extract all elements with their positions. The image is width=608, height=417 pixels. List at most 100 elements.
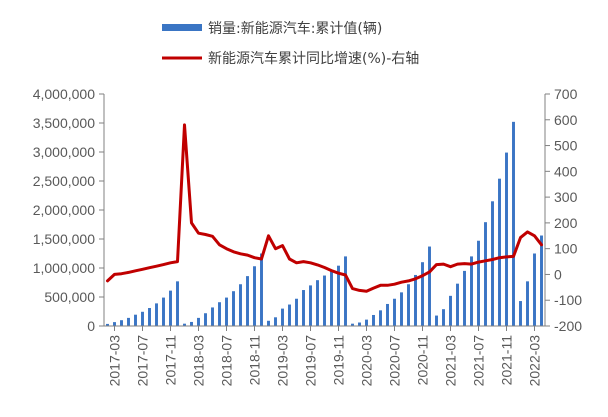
bar: [414, 274, 417, 326]
bar: [421, 262, 424, 326]
x-tick-label: 2017-07: [135, 335, 151, 387]
bar: [176, 281, 179, 326]
bar: [141, 311, 144, 326]
legend: 销量:新能源汽车:累计值(辆) 新能源汽车累计同比增速(%)-右轴: [162, 20, 419, 67]
x-tick-label: 2019-07: [303, 335, 319, 387]
right-y-axis: -200 -100 0 100 200 300 400 500 600 700: [544, 86, 582, 334]
bar: [127, 317, 130, 326]
bar: [148, 308, 151, 326]
bar: [456, 283, 459, 326]
right-tick-label: 100: [554, 241, 578, 257]
x-tick-label: 2019-11: [331, 335, 347, 386]
x-tick-label: 2021-07: [471, 335, 487, 387]
left-tick-label: 1,000,000: [33, 260, 95, 276]
x-tick-label: 2019-03: [275, 335, 291, 387]
left-y-axis: 0 500,000 1,000,000 1,500,000 2,000,000 2,500…: [33, 86, 105, 334]
bar: [526, 281, 529, 326]
bar: [330, 270, 333, 326]
bar: [211, 307, 214, 326]
bar: [316, 280, 319, 326]
bar: [358, 322, 361, 326]
legend-bar-label: 销量:新能源汽车:累计值(辆): [208, 20, 382, 37]
bar: [197, 317, 200, 326]
x-tick-label: 2021-11: [499, 335, 515, 386]
bar: [323, 275, 326, 326]
bar: [134, 314, 137, 326]
bar: [463, 270, 466, 326]
left-tick-label: 500,000: [44, 289, 95, 305]
bar: [449, 295, 452, 326]
bar: [274, 317, 277, 326]
x-tick-label: 2020-07: [387, 335, 403, 387]
bar: [477, 240, 480, 326]
right-tick-label: 400: [554, 163, 578, 179]
bar: [267, 320, 270, 326]
right-tick-label: 0: [554, 266, 562, 282]
right-tick-label: 600: [554, 112, 578, 128]
bar: [106, 323, 109, 326]
bar: [281, 308, 284, 326]
bar: [540, 235, 543, 326]
x-tick-label: 2018-03: [191, 335, 207, 387]
left-tick-label: 0: [87, 318, 95, 334]
x-tick-label: 2017-03: [107, 335, 123, 387]
right-tick-label: 700: [554, 86, 578, 102]
growth-line: [106, 123, 543, 293]
bar: [351, 323, 354, 326]
x-tick-label: 2021-03: [443, 335, 459, 387]
left-tick-label: 1,500,000: [33, 231, 95, 247]
bar: [428, 246, 431, 326]
x-tick-label: 2022-03: [527, 335, 543, 387]
line-series: [106, 123, 543, 293]
bar: [239, 284, 242, 326]
bar: [302, 290, 305, 326]
bar: [519, 301, 522, 326]
left-tick-label: 2,500,000: [33, 173, 95, 189]
bar: [442, 309, 445, 326]
bar: [260, 253, 263, 326]
legend-line-label: 新能源汽车累计同比增速(%)-右轴: [208, 50, 419, 67]
right-tick-label: 500: [554, 138, 578, 154]
bar: [113, 322, 116, 326]
bar: [512, 121, 515, 326]
bar: [218, 302, 221, 326]
bar: [253, 266, 256, 326]
bar: [491, 201, 494, 326]
bar: [204, 313, 207, 326]
bar: [393, 298, 396, 326]
left-tick-label: 2,000,000: [33, 202, 95, 218]
left-tick-label: 3,500,000: [33, 115, 95, 131]
legend-bar-swatch-icon: [162, 24, 202, 31]
bar: [169, 290, 172, 326]
bar: [120, 320, 123, 326]
bar: [400, 292, 403, 326]
bar: [365, 319, 368, 326]
x-tick-label: 2020-11: [415, 335, 431, 386]
bar: [379, 310, 382, 326]
bar: [470, 256, 473, 326]
left-tick-label: 4,000,000: [33, 86, 95, 102]
bar: [225, 297, 228, 326]
bar: [309, 285, 312, 326]
left-tick-label: 3,000,000: [33, 144, 95, 160]
bar: [288, 304, 291, 326]
bar: [372, 314, 375, 326]
bar: [505, 152, 508, 326]
bar: [533, 253, 536, 326]
bar: [344, 256, 347, 326]
bar: [435, 315, 438, 326]
x-axis: 2017-03 2017-07 2017-11 2018-03 2018-07 2018-…: [104, 325, 545, 387]
right-tick-label: -100: [554, 292, 582, 308]
bar: [162, 297, 165, 326]
right-tick-label: 300: [554, 189, 578, 205]
bar: [295, 298, 298, 326]
bar: [232, 291, 235, 326]
x-tick-label: 2018-11: [247, 335, 263, 386]
bar: [484, 222, 487, 326]
bar: [407, 284, 410, 326]
bar: [246, 276, 249, 326]
bar-series: [106, 121, 543, 326]
bar: [498, 178, 501, 326]
